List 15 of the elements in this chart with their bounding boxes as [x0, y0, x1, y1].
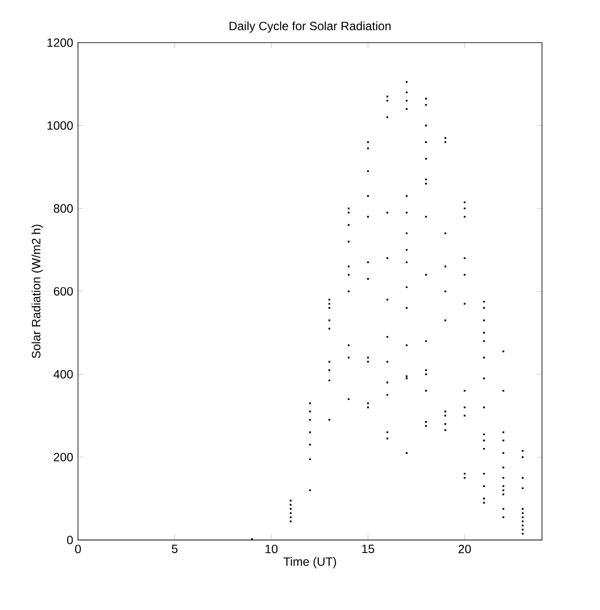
y-tick-label: 400	[54, 370, 73, 378]
x-tick-label: 0	[75, 544, 81, 554]
y-tick-label: 600	[54, 287, 73, 296]
x-tick-label: 5	[172, 544, 178, 554]
y-tick-label: 0	[67, 536, 73, 544]
x-axis-title: Time (UT)	[284, 557, 336, 568]
y-tick-label: 1000	[48, 121, 73, 130]
x-tick-label: 15	[362, 544, 374, 554]
y-axis-title: Solar Radiation (W/m2 h)	[32, 224, 43, 358]
x-tick-label: 10	[266, 544, 278, 554]
x-tick-label: 20	[458, 544, 471, 554]
y-tick-label: 800	[54, 204, 73, 213]
y-tick-label: 1200	[48, 38, 73, 47]
y-tick-label: 200	[54, 452, 73, 462]
chart-title: Daily Cycle for Solar Radiation	[230, 21, 391, 33]
